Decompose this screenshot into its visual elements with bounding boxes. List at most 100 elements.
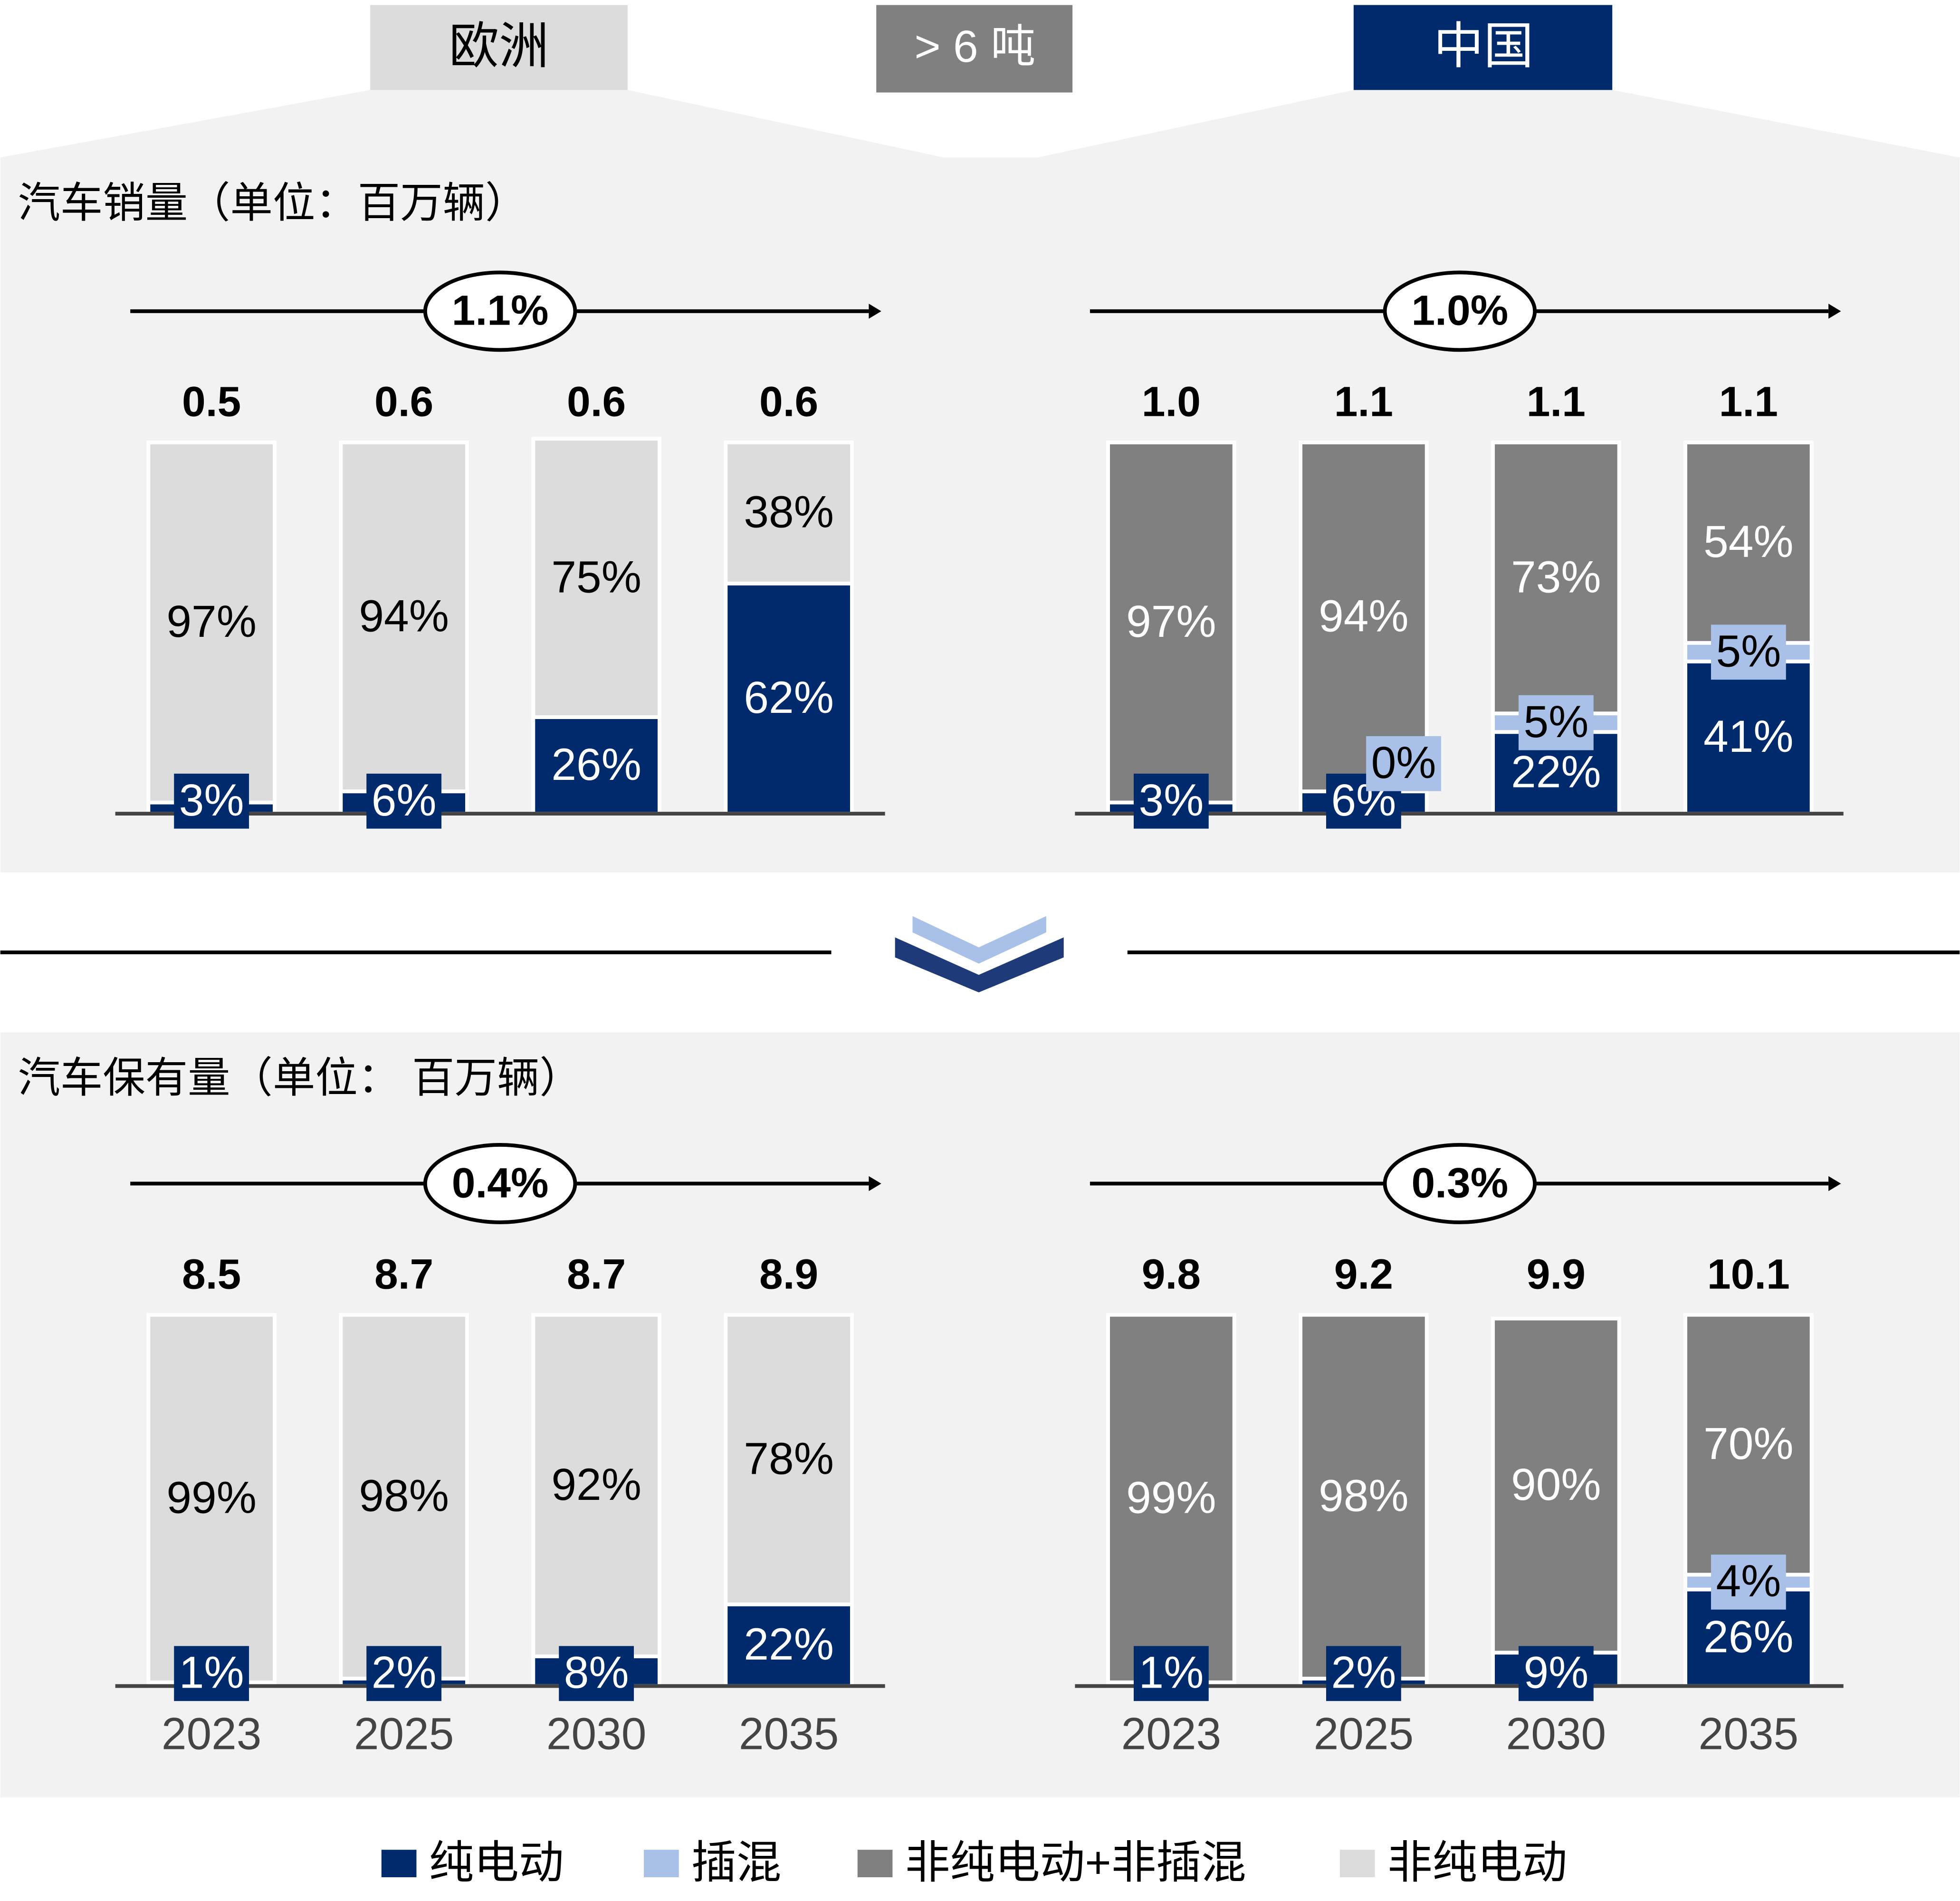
value-label: 6% [372,775,437,826]
legend-swatch [644,1850,679,1878]
total-label: 1.1 [1719,378,1778,425]
bar-segment [724,1602,854,1688]
legend-label: 纯电动 [429,1837,564,1888]
value-label: 94% [1319,591,1408,641]
value-label-box [174,1646,249,1701]
value-label-box [1326,1646,1401,1701]
value-label: 90% [1511,1459,1601,1510]
legend-label: 插混 [691,1837,781,1888]
value-label-box [1518,1646,1594,1701]
arrow-head [869,304,881,319]
value-label: 54% [1703,517,1793,567]
value-label: 94% [359,591,449,641]
total-label: 9.8 [1142,1250,1201,1297]
value-label: 9% [1523,1648,1588,1698]
bar-segment [1683,659,1814,816]
x-tick-label: 2025 [354,1709,454,1759]
panel-background [0,1032,1960,1797]
value-label: 38% [744,487,833,538]
value-label: 3% [179,775,244,826]
x-tick-label: 2023 [162,1709,262,1759]
total-label: 0.6 [374,378,433,425]
value-label: 97% [1126,596,1216,647]
value-label-box [1366,736,1441,791]
bar-segment [1299,441,1429,794]
legend-swatch [857,1850,893,1878]
value-label: 78% [744,1433,833,1484]
legend-swatch [1339,1850,1375,1878]
bar-segment [1106,441,1236,805]
header-box [370,5,628,90]
header-label: 欧洲 [449,19,549,74]
total-label: 8.7 [567,1250,626,1297]
value-label: 8% [564,1648,629,1698]
value-label: 22% [1511,747,1601,797]
bar-segment [1683,441,1814,645]
value-label: 5% [1716,626,1781,677]
value-label-box [366,1646,442,1701]
cagr-label: 1.1% [452,287,549,334]
x-tick-label: 2035 [1699,1709,1799,1759]
value-label-box [1711,1555,1786,1610]
total-label: 0.6 [759,378,818,425]
total-label: 9.2 [1334,1250,1393,1297]
value-label-box [559,1646,634,1701]
chevron [912,916,1046,964]
header-label: > 6 吨 [914,21,1035,72]
value-label-box [174,773,249,829]
bar-segment [531,437,661,719]
total-label: 0.6 [567,378,626,425]
cagr-bubble [1383,270,1537,352]
cagr-label: 1.0% [1411,287,1508,334]
value-label: 1% [1138,1648,1204,1698]
bar-segment [724,1313,854,1606]
legend-swatch [381,1850,417,1878]
value-label: 0% [1371,738,1436,788]
value-label: 99% [166,1473,256,1523]
bar-segment [146,441,277,805]
x-tick-label: 2025 [1314,1709,1414,1759]
value-label: 5% [1523,697,1588,747]
value-label: 62% [744,672,833,723]
total-label: 10.1 [1707,1250,1790,1297]
bar-segment [1683,1313,1814,1577]
legend-label: 非纯电动+非插混 [905,1837,1246,1888]
total-label: 1.0 [1142,378,1201,425]
total-label: 1.1 [1334,378,1393,425]
bar-segment [724,441,854,586]
bar-segment [339,441,469,794]
x-tick-label: 2030 [546,1709,647,1759]
value-label: 1% [179,1648,244,1698]
cagr-label: 0.4% [452,1159,549,1206]
value-label: 98% [1319,1471,1408,1521]
cagr-bubble [1383,1143,1537,1224]
value-label: 98% [359,1471,449,1521]
value-label-box [1133,773,1209,829]
value-label: 3% [1138,775,1204,826]
cagr-bubble [423,1143,577,1224]
total-label: 8.5 [182,1250,241,1297]
arrow-head [869,1176,881,1191]
cagr-label: 0.3% [1411,1159,1508,1206]
arrow-head [1828,304,1841,319]
value-label: 97% [166,596,256,647]
header-box [1353,5,1613,90]
value-label: 2% [1331,1648,1396,1698]
value-label: 26% [551,739,641,790]
x-tick-label: 2030 [1506,1709,1606,1759]
value-label: 73% [1511,552,1601,602]
value-label: 92% [551,1459,641,1510]
value-label: 26% [1703,1612,1793,1662]
bar-segment [1491,441,1621,716]
value-label: 41% [1703,711,1793,762]
total-label: 8.7 [374,1250,433,1297]
value-label-box [1711,624,1786,680]
section-title: 汽车销量（单位：百万辆） [18,179,528,227]
cagr-bubble [423,270,577,352]
arrow-head [1828,1176,1841,1191]
bar-segment [531,1313,661,1659]
bar-segment [724,581,854,816]
total-label: 9.9 [1527,1250,1586,1297]
